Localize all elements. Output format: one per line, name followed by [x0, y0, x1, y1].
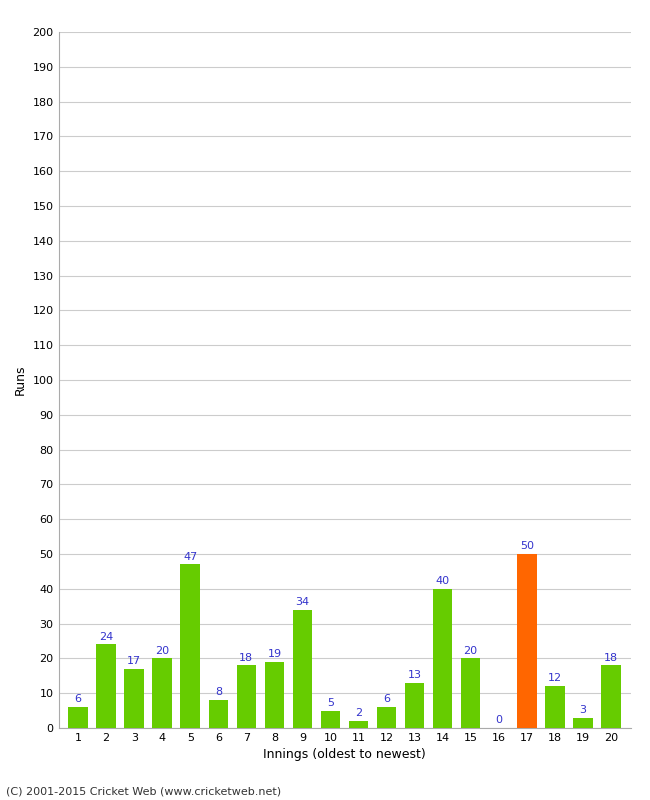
Bar [601, 666, 621, 728]
Bar [517, 554, 536, 728]
Bar [573, 718, 593, 728]
Text: 40: 40 [436, 576, 450, 586]
Bar [124, 669, 144, 728]
X-axis label: Innings (oldest to newest): Innings (oldest to newest) [263, 749, 426, 762]
Text: 12: 12 [548, 674, 562, 683]
Text: 2: 2 [355, 708, 362, 718]
Text: 17: 17 [127, 656, 141, 666]
Bar [68, 707, 88, 728]
Bar [96, 645, 116, 728]
Text: 19: 19 [267, 649, 281, 659]
Bar [265, 662, 284, 728]
Text: 24: 24 [99, 632, 113, 642]
Y-axis label: Runs: Runs [14, 365, 27, 395]
Bar [292, 610, 312, 728]
Text: 18: 18 [239, 653, 254, 662]
Bar [545, 686, 565, 728]
Text: 0: 0 [495, 715, 502, 726]
Text: 6: 6 [383, 694, 390, 704]
Bar [320, 710, 341, 728]
Text: (C) 2001-2015 Cricket Web (www.cricketweb.net): (C) 2001-2015 Cricket Web (www.cricketwe… [6, 786, 281, 796]
Text: 3: 3 [579, 705, 586, 714]
Bar [405, 682, 424, 728]
Bar [348, 721, 369, 728]
Bar [377, 707, 396, 728]
Bar [209, 700, 228, 728]
Bar [461, 658, 480, 728]
Text: 8: 8 [214, 687, 222, 698]
Text: 20: 20 [463, 646, 478, 656]
Text: 34: 34 [295, 597, 309, 607]
Text: 20: 20 [155, 646, 169, 656]
Bar [237, 666, 256, 728]
Text: 6: 6 [75, 694, 82, 704]
Bar [433, 589, 452, 728]
Text: 18: 18 [604, 653, 618, 662]
Bar [153, 658, 172, 728]
Text: 13: 13 [408, 670, 422, 680]
Text: 5: 5 [327, 698, 334, 708]
Text: 50: 50 [520, 542, 534, 551]
Bar [181, 565, 200, 728]
Text: 47: 47 [183, 552, 198, 562]
